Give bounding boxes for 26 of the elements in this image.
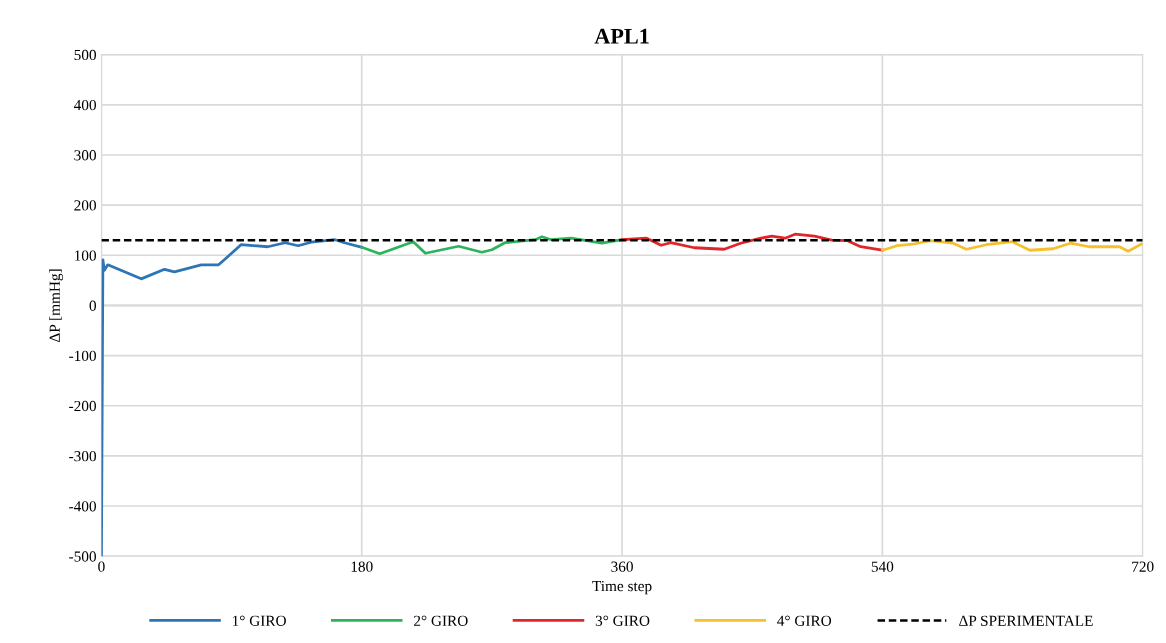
legend-label: 4° GIRO — [777, 615, 832, 626]
legend-label: 2° GIRO — [414, 615, 468, 626]
y-tick-label: 300 — [74, 150, 96, 161]
y-tick-label: 200 — [74, 200, 96, 211]
y-tick-label: -100 — [69, 350, 96, 362]
legend-label: 1° GIRO — [232, 615, 286, 626]
legend-label: ΔP SPERIMENTALE — [959, 615, 1093, 626]
x-tick-label: 540 — [871, 561, 894, 572]
line-series — [880, 239, 1143, 253]
y-tick-label: -300 — [69, 451, 96, 462]
y-tick-label: 500 — [74, 49, 96, 61]
x-tick-label: 0 — [98, 561, 105, 572]
chart-title: APL1 — [594, 28, 649, 44]
y-tick-label: 100 — [75, 250, 96, 261]
y-tick-label: 400 — [73, 99, 96, 111]
x-axis-title: Time step — [592, 580, 652, 595]
y-tick-label: 0 — [89, 300, 96, 311]
legend-label: 3° GIRO — [595, 615, 650, 626]
x-tick-label: 360 — [611, 561, 633, 572]
y-tick-label: -500 — [69, 551, 96, 562]
y-axis-title: ΔP [mmHg] — [49, 269, 64, 342]
y-tick-label: -200 — [69, 400, 96, 412]
line-series — [101, 238, 364, 557]
x-tick-label: 720 — [1132, 561, 1154, 572]
x-tick-label: 180 — [351, 561, 373, 572]
y-tick-label: -400 — [69, 501, 96, 512]
